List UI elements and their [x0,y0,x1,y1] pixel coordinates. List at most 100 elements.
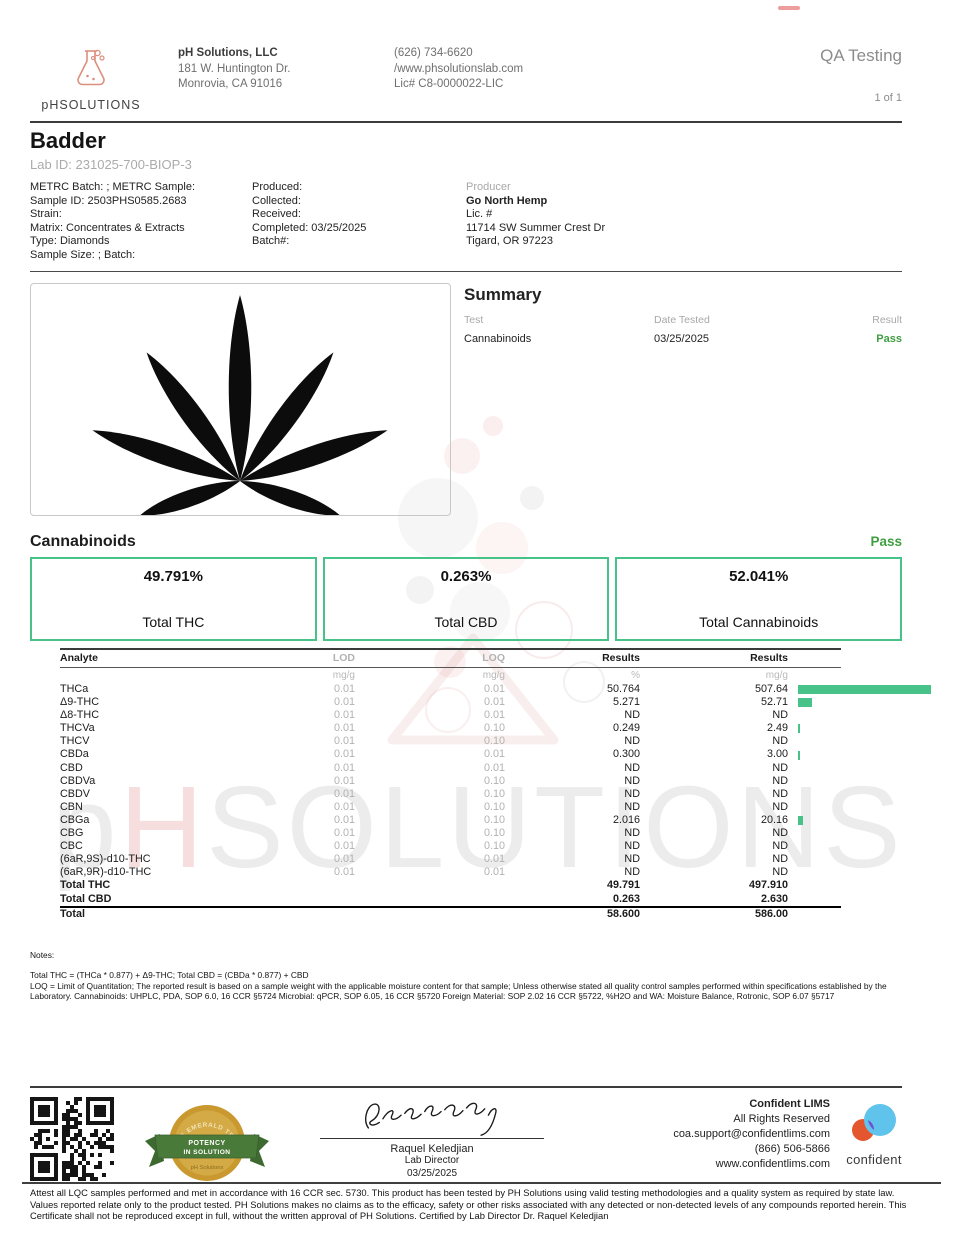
product-divider [30,271,902,272]
result-mgg: ND [772,787,788,800]
result-mgg: 20.16 [760,813,788,826]
result-mgg: ND [772,800,788,813]
badge-sub-text: pH Solutions [191,1165,224,1171]
table-row: (6aR,9R)-d10-THC 0.01 0.01 ND ND [60,866,841,879]
result-pct: ND [624,827,640,840]
total-pct: 49.791 [606,879,640,892]
ph-solutions-watermark: pHSOLUTIONS [52,762,904,892]
analyte-name: THCV [60,735,90,748]
bar-cell [788,722,841,735]
analyte-name: CBDV [60,787,90,800]
col-results-mgg: Results [750,652,788,664]
footer-divider [30,1086,902,1088]
result-pct: 5.271 [612,696,640,709]
unit-label: mg/g [332,670,355,681]
total-cbd-box: 0.263% Total CBD [322,557,610,641]
bar-cell [788,801,841,814]
loq-value: 0.10 [483,827,505,840]
main-row: Summary Test Date Tested Result Cannabin… [30,283,902,516]
lab-director-title: Lab Director [404,1155,460,1166]
detail-line: Produced: [252,181,303,193]
detail-line: Sample Size: ; Batch: [30,248,136,261]
result-pct: ND [624,787,640,800]
table-row: Δ9-THC 0.01 0.01 5.271 52.71 [60,696,841,709]
analyte-name: CBC [60,840,83,853]
cannabinoids-title: Cannabinoids [30,533,136,550]
loq-value: 0.10 [483,722,505,735]
sample-details-col2: Produced: Collected: Received: Completed: 0… [252,181,466,262]
result-mgg: 3.00 [766,748,788,761]
total-cbd-value: 0.263% [440,568,492,585]
header-right: QA Testing 1 of 1 [820,46,902,104]
result-mgg: ND [772,761,788,774]
result-pct: ND [624,800,640,813]
totals-boxes: 49.791% Total THC 0.263% Total CBD 52.04… [30,557,903,641]
grand-total-label: Total [60,907,85,920]
red-mark-decoration [778,6,800,10]
lab-id: Lab ID: 231025-700-BIOP-3 [30,157,192,172]
table-row: CBGa 0.01 0.10 2.016 20.16 [60,814,841,827]
sample-details-col1: METRC Batch: ; METRC Sample: Sample ID: 2… [30,181,252,262]
total-mgg: 2.630 [760,892,788,905]
total-thc-label: Total THC [142,614,205,630]
loq-value: 0.01 [483,709,505,722]
lod-value: 0.01 [333,722,355,735]
emerald-test-badge: THE EMERALD TEST POTENCY IN SOLUTION pH … [142,1099,272,1192]
result-mgg: ND [772,827,788,840]
result-mgg: ND [772,853,788,866]
table-row: CBG 0.01 0.10 ND ND [60,827,841,840]
qr-code [30,1097,114,1181]
producer-lines: Lic. #11714 SW Summer Crest Dr Tigard, OR… [466,208,902,249]
flask-watermark [387,633,559,745]
result-pct: ND [624,866,640,879]
summary-col-result: Result [872,314,902,326]
header-divider [30,121,902,123]
detail-line: Batch#: [252,235,290,247]
notes-formula: Total THC = (THCa * 0.877) + Δ9-THC; Tot… [30,970,309,981]
summary-title: Summary [464,285,542,304]
bar-spacer [788,879,841,892]
total-cbd-label: Total CBD [434,614,498,630]
confident-line: (866) 506-5866 [754,1143,830,1155]
signature-block: Raquel Keledjian Lab Director 03/25/2025 [320,1097,544,1180]
col-lod: LOD [332,652,355,664]
detail-line: Completed: 03/25/2025 [252,221,367,234]
result-mgg: 507.64 [754,683,788,695]
summary-col-date: Date Tested [654,314,710,326]
lab-contact-block: (626) 734-6620 /www.phsolutionslab.com L… [394,46,523,93]
analyte-name: (6aR,9R)-d10-THC [60,866,152,879]
table-row: Δ8-THC 0.01 0.01 ND ND [60,709,841,722]
loq-value: 0.01 [483,853,505,866]
result-mgg: ND [772,735,788,748]
result-bar [798,685,931,695]
summary-header-row: Test Date Tested Result [464,314,902,326]
bar-cell [788,788,841,801]
lod-value: 0.01 [333,866,355,879]
qa-testing-label: QA Testing [820,46,902,65]
table-row: CBD 0.01 0.01 ND ND [60,762,841,775]
summary-date: 03/25/2025 [654,333,710,345]
table-row: Total CBD 0.263 2.630 [60,893,841,906]
col-results-pct: Results [602,652,640,664]
table-row: CBDVa 0.01 0.10 ND ND [60,775,841,788]
cannabinoid-table: Analyte LOD LOQ Results Results mg/g mg/g… [60,648,931,921]
loq-value: 0.10 [483,813,505,826]
bar-spacer [788,908,841,921]
loq-value: 0.01 [483,748,505,761]
confident-logo: confident [846,1103,902,1167]
producer-line: Tigard, OR 97223 [466,235,554,247]
confident-lims-text: Confident LIMS All Rights Reserved coa.sup… [673,1097,830,1172]
total-cannabinoids-label: Total Cannabinoids [699,614,819,630]
bar-spacer [788,669,841,682]
result-pct: 0.300 [612,748,640,761]
result-bar [798,698,812,708]
lab-name: pH Solutions, LLC [178,47,278,59]
loq-value: 0.10 [483,735,505,748]
notes-title: Notes: [30,950,55,960]
attestation-divider [22,1182,941,1184]
bar-cell [788,853,841,866]
lab-website: /www.phsolutionslab.com [394,62,524,75]
result-pct: ND [624,774,640,787]
result-mgg: 2.49 [766,722,788,735]
